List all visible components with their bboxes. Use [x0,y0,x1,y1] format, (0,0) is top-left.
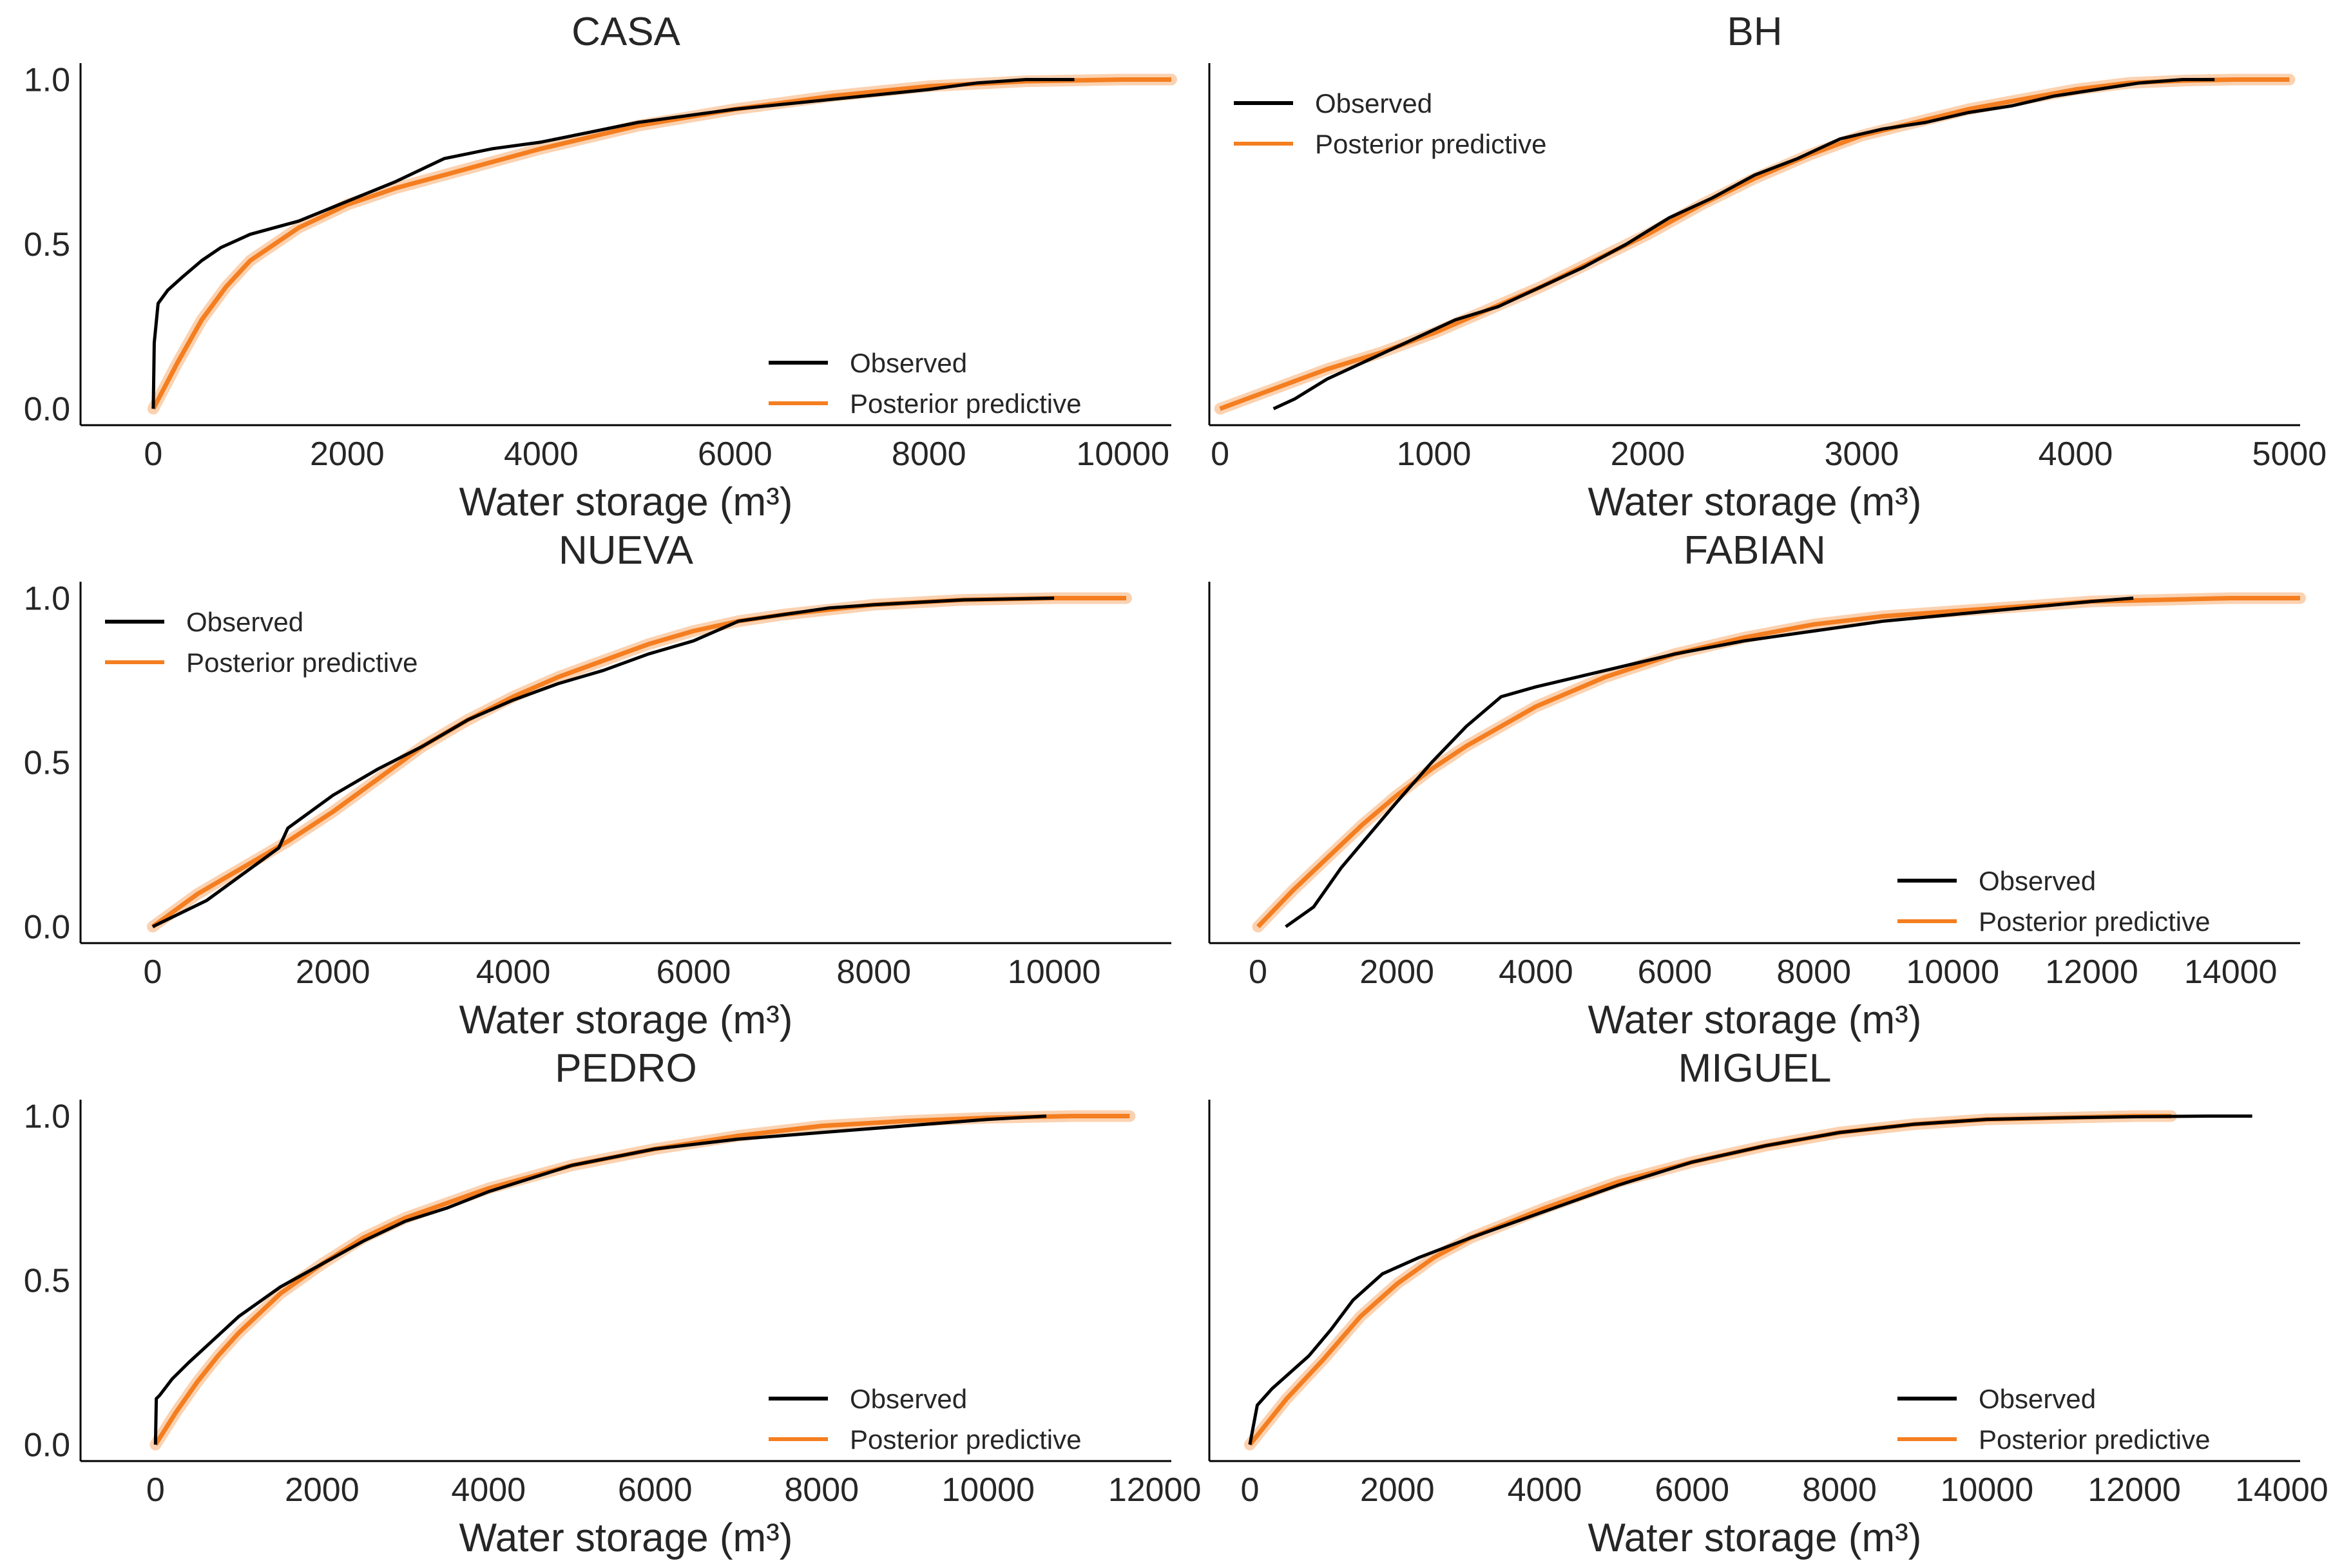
panel-4: FABIAN 0 2000 4000 6000 8000 10000 12000 14000 Wa… [1208,528,2306,1042]
y-tick-label: 0.0 [24,390,70,428]
x-axis-label: Water storage (m³) [459,1516,793,1560]
panel-title: CASA [571,10,680,54]
y-tick-label: 1.0 [24,62,70,99]
legend-label-observed: Observed [1979,866,2096,896]
legend: Observed Posterior predictive [1897,866,2210,937]
x-tick-label: 10000 [1941,1471,2034,1509]
x-tick-label: 8000 [892,435,966,473]
y-tick-label: 1.0 [24,580,70,618]
x-tick-label: 4000 [476,953,551,991]
x-tick-label: 10000 [1008,953,1101,991]
panel-1: CASA 0 2000 4000 6000 8000 10000 0.0 0.5 1.0 Water… [24,10,1177,524]
legend-label-observed: Observed [850,1384,967,1414]
series-observed-line [1272,78,2215,410]
x-axis-label: Water storage (m³) [1588,1516,1922,1560]
legend-label-predictive: Posterior predictive [1315,129,1546,159]
x-tick-label: 0 [144,435,162,473]
x-tick-label: 2000 [296,953,370,991]
series-predictive-line [1256,596,2300,928]
panel-3: NUEVA 0 2000 4000 6000 8000 10000 0.0 0.5 1.0 Wate… [24,528,1171,1042]
x-tick-label: 0 [143,953,162,991]
x-tick-label: 4000 [504,435,579,473]
legend-label-predictive: Posterior predictive [186,647,418,678]
y-tick-label: 0.5 [24,1263,70,1300]
series-observed-line [1285,597,2134,928]
x-tick-label: 4000 [1508,1471,1582,1509]
x-tick-label: 0 [1211,435,1229,473]
panel-6: MIGUEL 0 2000 4000 6000 8000 10000 12000 14000 Wa… [1208,1046,2328,1560]
x-tick-label: 1000 [1397,435,1472,473]
x-axis-label: Water storage (m³) [1588,998,1922,1042]
legend: Observed Posterior predictive [105,607,418,678]
x-tick-label: 0 [146,1471,165,1509]
legend-label-observed: Observed [186,607,303,637]
x-tick-label: 10000 [1906,953,2000,991]
x-tick-label: 2000 [1359,953,1434,991]
x-tick-label: 6000 [1638,953,1713,991]
x-tick-label: 6000 [657,953,731,991]
legend: Observed Posterior predictive [1234,88,1546,159]
panel-title: PEDRO [555,1046,696,1091]
x-axis-label: Water storage (m³) [459,480,793,524]
series-predictive-band [1252,592,2306,933]
x-tick-label: 14000 [2184,953,2278,991]
series-predictive-line [153,1114,1130,1446]
series-observed-line [151,78,1075,409]
legend: Observed Posterior predictive [769,1384,1081,1455]
panel-title: MIGUEL [1678,1046,1832,1091]
x-tick-label: 10000 [941,1471,1035,1509]
x-tick-label: 4000 [451,1471,526,1509]
x-tick-label: 3000 [1825,435,1899,473]
y-tick-label: 0.0 [24,909,70,946]
legend: Observed Posterior predictive [1897,1384,2210,1455]
x-tick-label: 6000 [698,435,773,473]
x-tick-label: 8000 [784,1471,859,1509]
series-observed-line [153,1114,1047,1445]
x-tick-label: 12000 [1108,1471,1202,1509]
panel-title: BH [1727,10,1782,54]
legend-label-observed: Observed [850,348,967,378]
series-observed-line [1248,1114,2252,1445]
x-tick-label: 10000 [1076,435,1169,473]
y-tick-label: 0.5 [24,226,70,263]
x-tick-label: 12000 [2088,1471,2181,1509]
x-tick-label: 0 [1240,1471,1259,1509]
x-tick-label: 4000 [1499,953,1573,991]
x-tick-label: 8000 [1802,1471,1877,1509]
x-tick-label: 2000 [285,1471,360,1509]
legend-label-observed: Observed [1315,88,1432,119]
x-tick-label: 0 [1249,953,1267,991]
x-tick-label: 6000 [1655,1471,1729,1509]
panel-title: FABIAN [1684,528,1826,573]
x-tick-label: 2000 [1360,1471,1435,1509]
x-tick-label: 8000 [1776,953,1851,991]
x-tick-label: 6000 [618,1471,693,1509]
panel-title: NUEVA [559,528,694,573]
series-predictive-band [147,73,1177,415]
legend-label-observed: Observed [1979,1384,2096,1414]
x-axis-label: Water storage (m³) [459,998,793,1042]
x-tick-label: 2000 [1611,435,1685,473]
x-tick-label: 8000 [836,953,911,991]
y-tick-label: 0.5 [24,745,70,782]
legend-label-predictive: Posterior predictive [1979,906,2210,937]
panel-5: PEDRO 0 2000 4000 6000 8000 10000 12000 0.0 0.5 1.… [24,1046,1202,1560]
y-tick-label: 0.0 [24,1427,70,1464]
legend-label-predictive: Posterior predictive [1979,1424,2210,1455]
series-predictive-line [151,77,1171,410]
legend: Observed Posterior predictive [769,348,1081,419]
legend-label-predictive: Posterior predictive [850,388,1081,419]
x-tick-label: 5000 [2252,435,2327,473]
x-tick-label: 2000 [310,435,385,473]
x-tick-label: 14000 [2235,1471,2328,1509]
y-tick-label: 1.0 [24,1098,70,1136]
legend-label-predictive: Posterior predictive [850,1424,1081,1455]
x-tick-label: 4000 [2039,435,2113,473]
panel-2: BH 0 1000 2000 3000 4000 5000 Water storage (m³… [1208,10,2327,524]
series-observed-line [151,597,1055,928]
x-axis-label: Water storage (m³) [1588,480,1922,524]
x-tick-label: 12000 [2045,953,2138,991]
